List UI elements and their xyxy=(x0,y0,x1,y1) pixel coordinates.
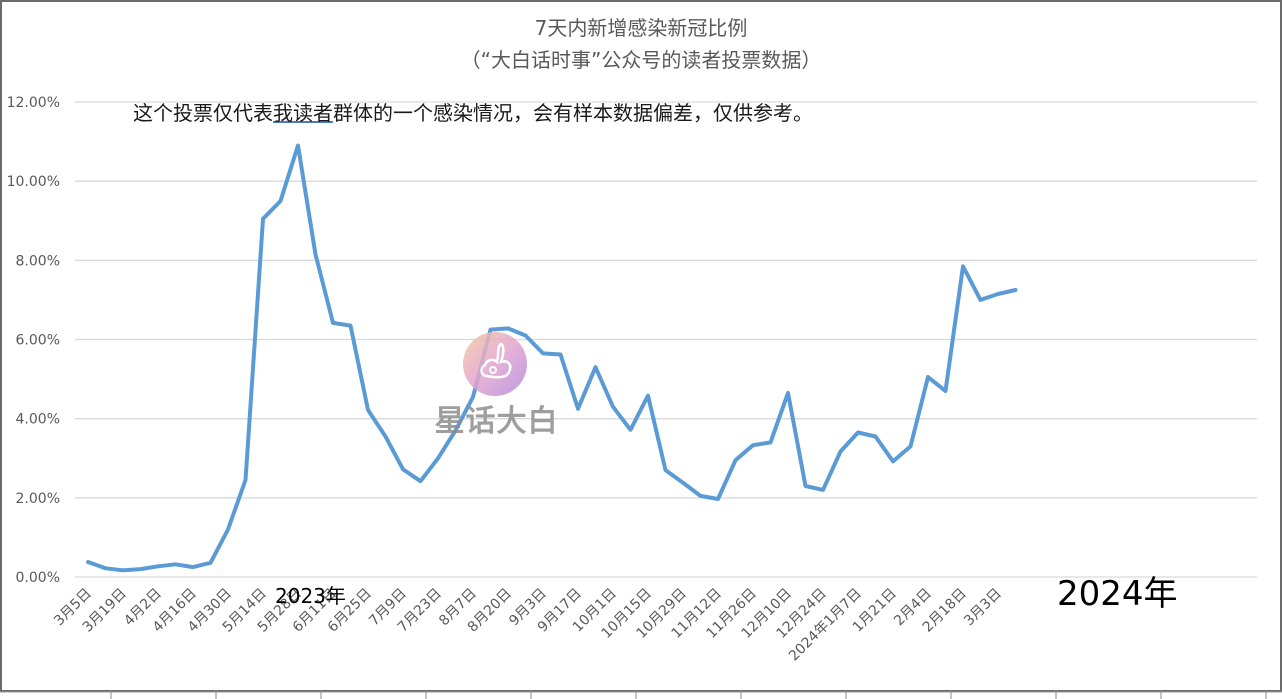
watermark-text: 星话大白 xyxy=(434,404,559,439)
y-tick-label: 0.00% xyxy=(16,570,60,586)
y-tick-label: 4.00% xyxy=(16,412,60,428)
annotation-text-after: 群体的一个感染情况，会有样本数据偏差，仅供参考。 xyxy=(333,101,813,125)
annotation-text-before: 这个投票仅代表 xyxy=(133,101,273,125)
watermark: 星话大白 xyxy=(434,330,559,440)
y-tick-label: 6.00% xyxy=(16,333,60,349)
y-tick-label: 10.00% xyxy=(7,174,60,190)
bottom-edge-ticks xyxy=(0,690,1282,699)
x-axis-ticks: 3月5日3月19日4月2日4月16日4月30日5月14日5月28日6月11日6月… xyxy=(51,586,1005,665)
y-tick-label: 12.00% xyxy=(7,95,60,111)
annotation-note: 这个投票仅代表我读者群体的一个感染情况，会有样本数据偏差，仅供参考。 xyxy=(133,97,813,126)
rabbit-logo-icon xyxy=(463,332,527,396)
chart-title-block: 7天内新增感染新冠比例 （“大白话时事”公众号的读者投票数据） xyxy=(0,12,1282,76)
annotation-text-underlined: 我读者 xyxy=(273,101,333,125)
y-tick-label: 2.00% xyxy=(16,491,60,507)
y-axis-ticks: 0.00% 2.00% 4.00% 6.00% 8.00% 10.00% 12.00% xyxy=(7,95,60,586)
series-line xyxy=(86,143,1018,573)
chart-subtitle: （“大白话时事”公众号的读者投票数据） xyxy=(460,48,822,72)
x-tick-label: 3月3日 xyxy=(961,586,1005,630)
year-label-2024: 2024年 xyxy=(1057,574,1178,614)
year-label-2023: 2023年 xyxy=(275,584,346,608)
gridlines xyxy=(75,101,1257,578)
chart-title: 7天内新增感染新冠比例 xyxy=(534,16,748,40)
y-tick-label: 8.00% xyxy=(16,253,60,269)
